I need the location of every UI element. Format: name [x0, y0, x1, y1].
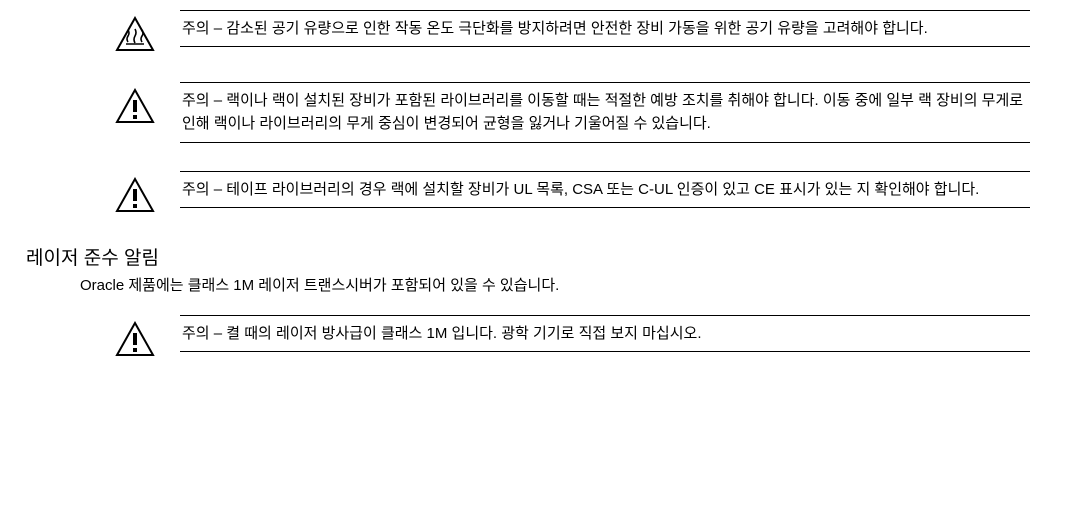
notice-text: 주의 – 테이프 라이브러리의 경우 랙에 설치할 장비가 UL 목록, CSA… — [180, 171, 1030, 208]
notice-text: 주의 – 감소된 공기 유량으로 인한 작동 온도 극단화를 방지하려면 안전한… — [180, 10, 1030, 47]
notice-text: 주의 – 켤 때의 레이저 방사급이 클래스 1M 입니다. 광학 기기로 직접… — [180, 315, 1030, 352]
section-heading-laser: 레이저 준수 알림 — [20, 243, 1030, 270]
notice-heat: 주의 – 감소된 공기 유량으로 인한 작동 온도 극단화를 방지하려면 안전한… — [20, 10, 1030, 54]
heat-warning-icon — [115, 16, 155, 54]
icon-container — [105, 315, 165, 359]
notice-movement: 주의 – 랙이나 랙이 설치된 장비가 포함된 라이브러리를 이동할 때는 적절… — [20, 82, 1030, 143]
notice-certification: 주의 – 테이프 라이브러리의 경우 랙에 설치할 장비가 UL 목록, CSA… — [20, 171, 1030, 215]
section-intro-laser: Oracle 제품에는 클래스 1M 레이저 트랜스시버가 포함되어 있을 수 … — [20, 274, 1030, 297]
caution-icon — [115, 88, 155, 126]
icon-container — [105, 10, 165, 54]
notice-text: 주의 – 랙이나 랙이 설치된 장비가 포함된 라이브러리를 이동할 때는 적절… — [180, 82, 1030, 143]
icon-container — [105, 171, 165, 215]
notice-laser: 주의 – 켤 때의 레이저 방사급이 클래스 1M 입니다. 광학 기기로 직접… — [20, 315, 1030, 359]
caution-icon — [115, 177, 155, 215]
icon-container — [105, 82, 165, 126]
caution-icon — [115, 321, 155, 359]
